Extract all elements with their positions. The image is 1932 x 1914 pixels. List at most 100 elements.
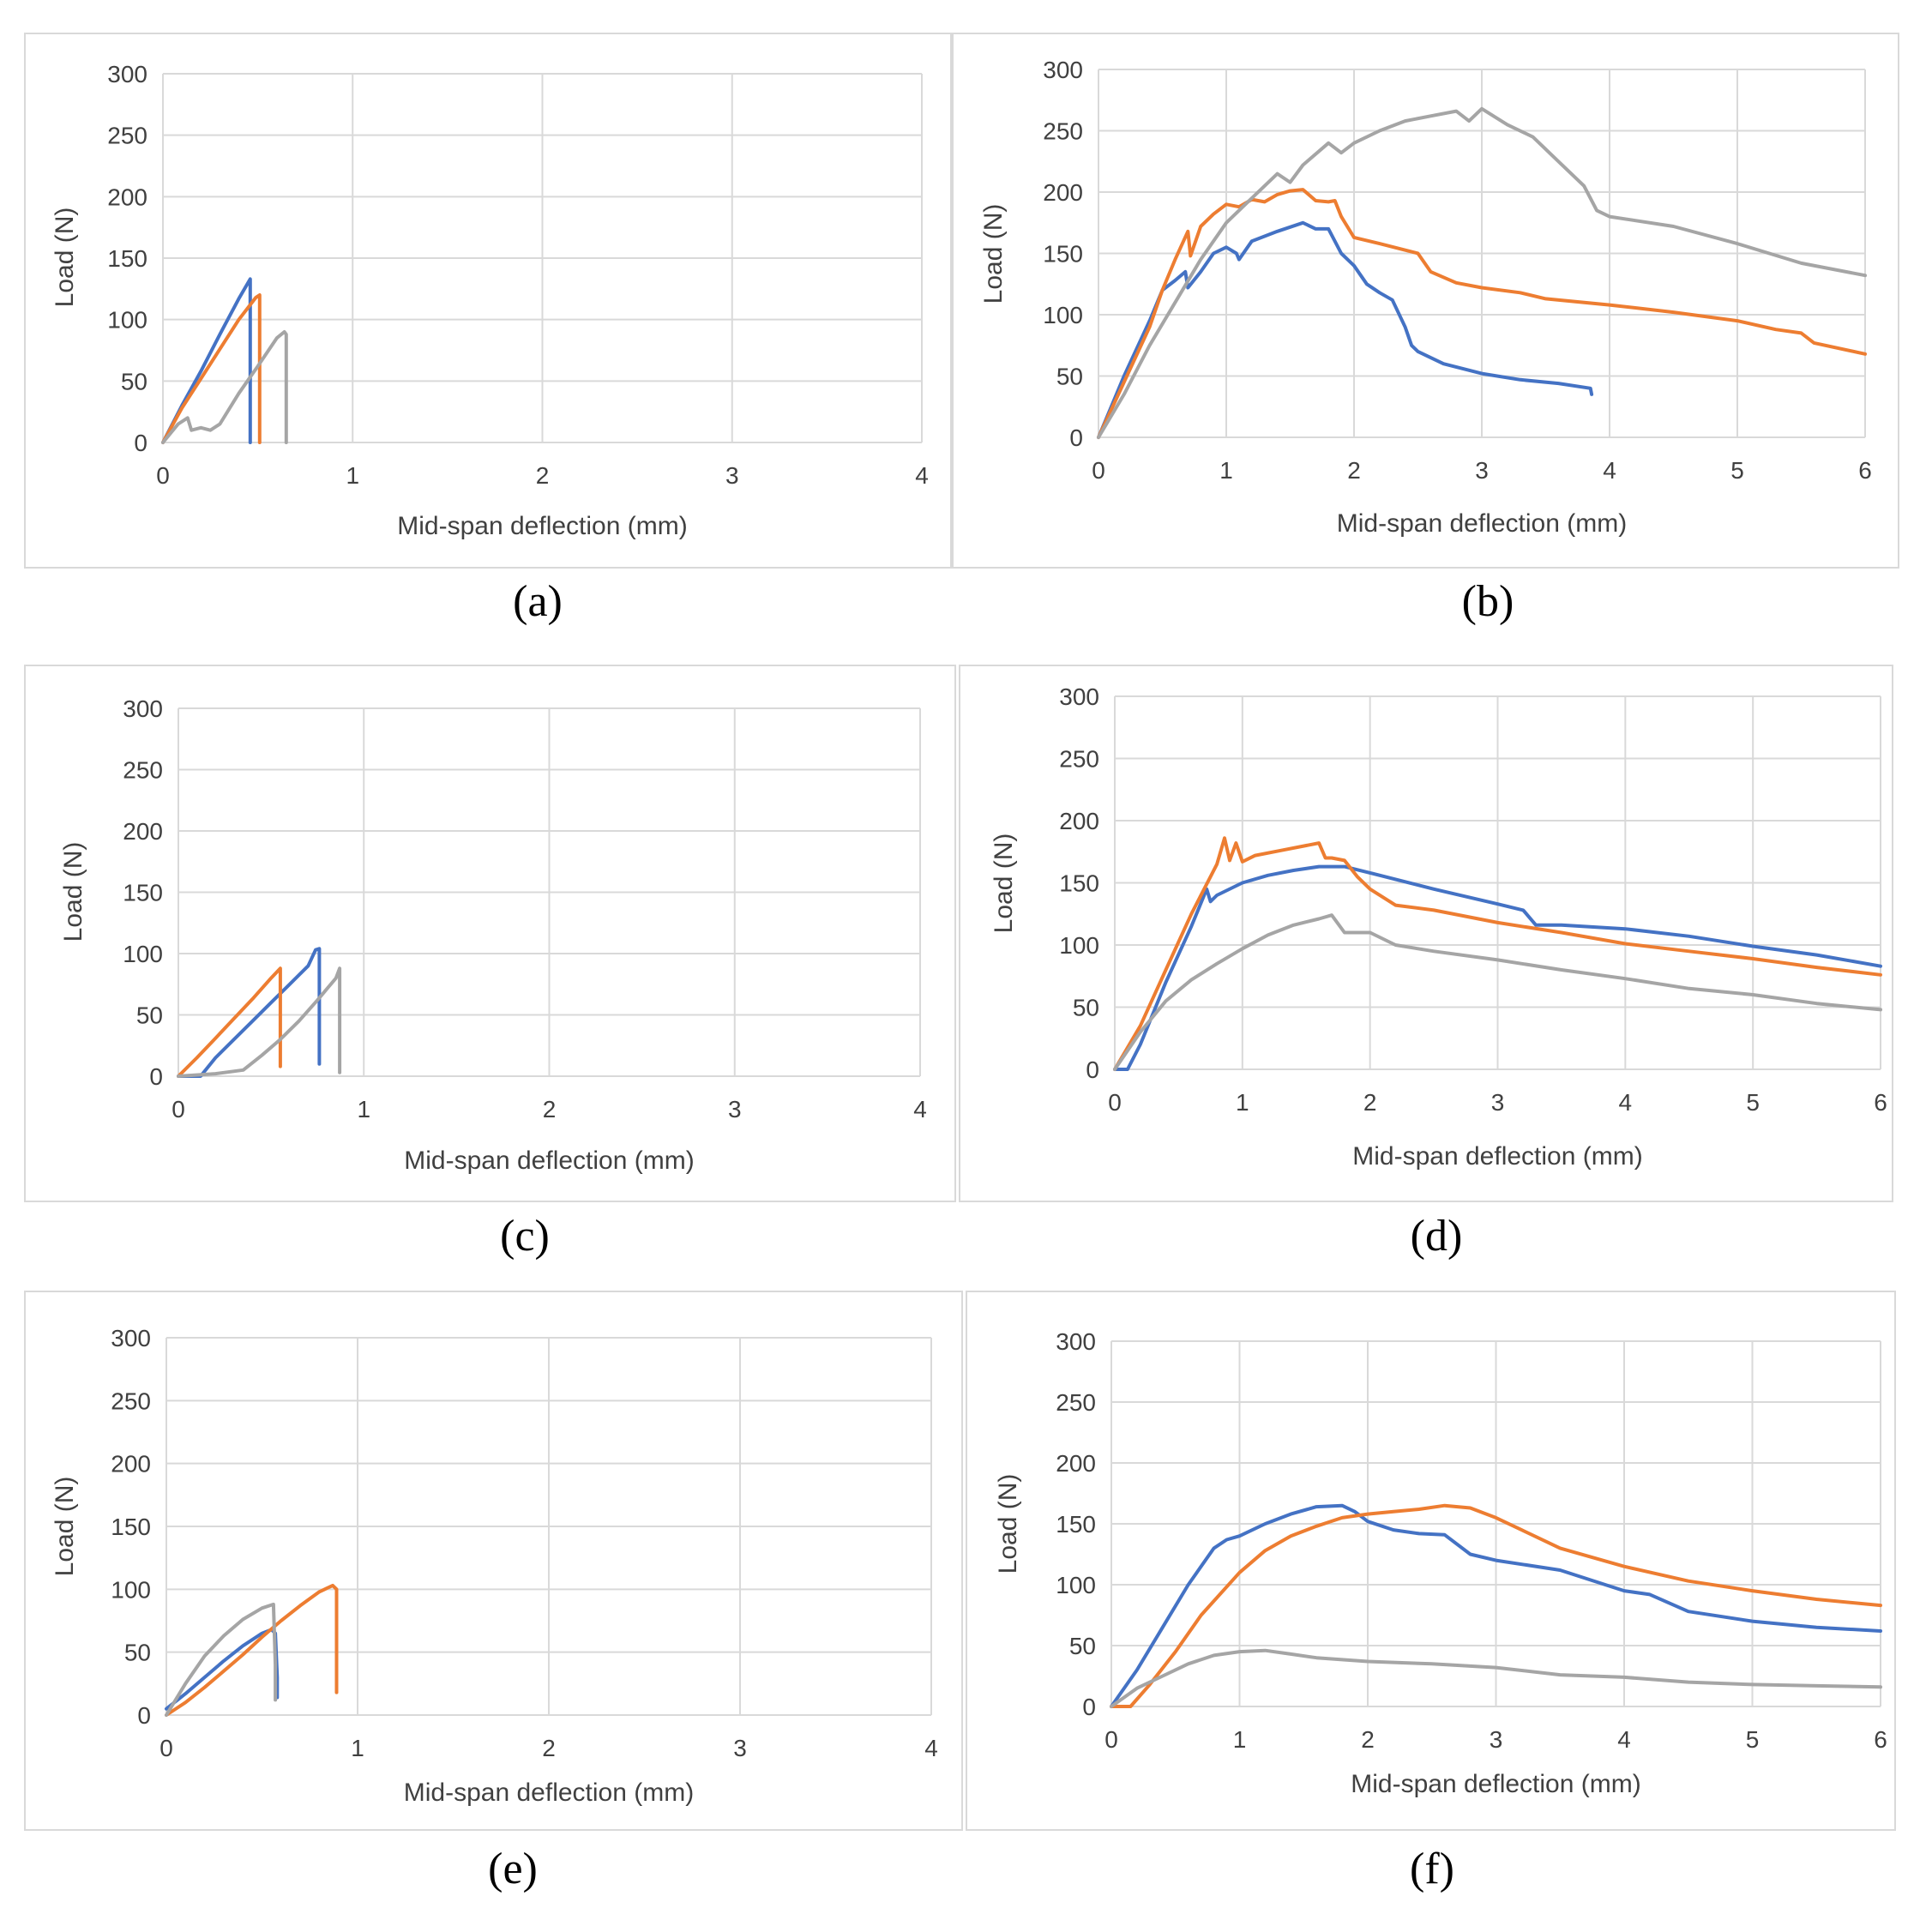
y-tick-label: 50 (121, 368, 147, 394)
x-tick-label: 3 (733, 1735, 747, 1761)
y-tick-label: 0 (149, 1063, 163, 1090)
chart-frame (966, 1291, 1896, 1831)
chart-frame (24, 665, 956, 1202)
y-tick-label: 300 (107, 61, 147, 87)
y-axis-title: Load (N) (51, 208, 79, 308)
y-tick-label: 300 (111, 1325, 151, 1351)
x-tick-label: 2 (1347, 457, 1361, 484)
y-axis-title: Load (N) (59, 842, 87, 942)
x-axis-title: Mid-span deflection (mm) (1337, 509, 1627, 538)
series-line-3 (1113, 913, 1882, 1071)
y-tick-label: 200 (123, 818, 163, 845)
x-tick-label: 0 (159, 1735, 173, 1761)
y-tick-label: 150 (123, 880, 163, 906)
x-tick-label: 2 (1361, 1726, 1375, 1753)
y-tick-label: 50 (136, 1002, 163, 1029)
y-tick-label: 300 (1059, 683, 1099, 710)
chart-frame (24, 33, 952, 569)
x-tick-label: 4 (915, 462, 929, 489)
x-tick-label: 0 (1108, 1089, 1122, 1116)
x-tick-label: 3 (725, 462, 739, 489)
x-axis-title: Mid-span deflection (mm) (404, 1779, 694, 1807)
y-tick-label: 50 (1073, 995, 1099, 1021)
y-tick-label: 150 (107, 245, 147, 272)
series-line-2 (177, 966, 282, 1078)
y-tick-label: 250 (1043, 118, 1083, 145)
y-tick-label: 250 (123, 757, 163, 784)
x-tick-label: 2 (542, 1735, 556, 1761)
y-tick-label: 200 (1043, 179, 1083, 206)
x-tick-label: 6 (1858, 457, 1872, 484)
series-line-3 (1097, 106, 1867, 439)
series-line-3 (1110, 1648, 1882, 1708)
x-tick-label: 4 (1603, 457, 1616, 484)
y-tick-label: 250 (1056, 1389, 1096, 1416)
y-tick-label: 50 (1069, 1633, 1096, 1659)
y-tick-label: 150 (1056, 1511, 1096, 1538)
y-tick-label: 200 (111, 1451, 151, 1478)
series-line-1 (1110, 1503, 1882, 1708)
y-tick-label: 150 (111, 1514, 151, 1540)
y-tick-label: 0 (137, 1702, 151, 1729)
series-line-2 (1113, 836, 1882, 1071)
x-tick-label: 0 (1104, 1726, 1118, 1753)
series-line-2 (1110, 1503, 1882, 1708)
x-tick-label: 2 (1363, 1089, 1377, 1116)
y-tick-label: 100 (111, 1576, 151, 1603)
y-tick-label: 300 (123, 695, 163, 722)
y-tick-label: 300 (1043, 57, 1083, 83)
x-tick-label: 1 (357, 1096, 370, 1123)
series-line-1 (1113, 864, 1882, 1071)
series-line-3 (177, 966, 342, 1078)
x-axis-title: Mid-span deflection (mm) (404, 1147, 694, 1175)
y-tick-label: 0 (1082, 1694, 1096, 1720)
y-tick-label: 200 (107, 184, 147, 210)
x-tick-label: 3 (1490, 1726, 1503, 1753)
x-tick-label: 4 (913, 1096, 927, 1123)
series-line-2 (165, 1583, 339, 1717)
caption-a: (a) (513, 577, 563, 626)
chart-frame (952, 33, 1899, 569)
x-tick-label: 6 (1874, 1726, 1887, 1753)
y-axis-title: Load (N) (990, 834, 1018, 934)
y-tick-label: 200 (1059, 808, 1099, 834)
x-tick-label: 3 (1491, 1089, 1505, 1116)
x-tick-label: 1 (1233, 1726, 1247, 1753)
x-axis-title: Mid-span deflection (mm) (397, 512, 687, 540)
x-tick-label: 2 (543, 1096, 557, 1123)
x-axis-title: Mid-span deflection (mm) (1351, 1770, 1640, 1798)
y-tick-label: 100 (107, 307, 147, 334)
y-tick-label: 100 (1043, 302, 1083, 328)
x-tick-label: 1 (346, 462, 359, 489)
y-tick-label: 150 (1043, 241, 1083, 268)
x-tick-label: 3 (1475, 457, 1489, 484)
x-tick-label: 0 (1092, 457, 1105, 484)
y-axis-title: Load (N) (994, 1474, 1022, 1574)
series-line-3 (165, 1602, 278, 1717)
x-tick-label: 6 (1874, 1089, 1887, 1116)
y-tick-label: 50 (124, 1640, 151, 1666)
chart-frame (24, 1291, 963, 1831)
x-axis-title: Mid-span deflection (mm) (1352, 1142, 1642, 1171)
y-tick-label: 0 (134, 430, 147, 456)
y-tick-label: 250 (111, 1387, 151, 1414)
y-tick-label: 300 (1056, 1328, 1096, 1355)
caption-e: (e) (488, 1845, 538, 1893)
x-tick-label: 1 (1219, 457, 1233, 484)
x-tick-label: 4 (1617, 1726, 1631, 1753)
x-tick-label: 0 (172, 1096, 185, 1123)
y-tick-label: 250 (1059, 746, 1099, 773)
y-tick-label: 50 (1056, 364, 1083, 390)
caption-b: (b) (1461, 577, 1514, 626)
caption-d: (d) (1410, 1212, 1463, 1261)
x-tick-label: 5 (1746, 1726, 1760, 1753)
x-tick-label: 3 (728, 1096, 742, 1123)
caption-f: (f) (1410, 1845, 1454, 1893)
series-line-1 (177, 947, 322, 1078)
x-tick-label: 2 (536, 462, 550, 489)
y-tick-label: 0 (1069, 424, 1083, 451)
